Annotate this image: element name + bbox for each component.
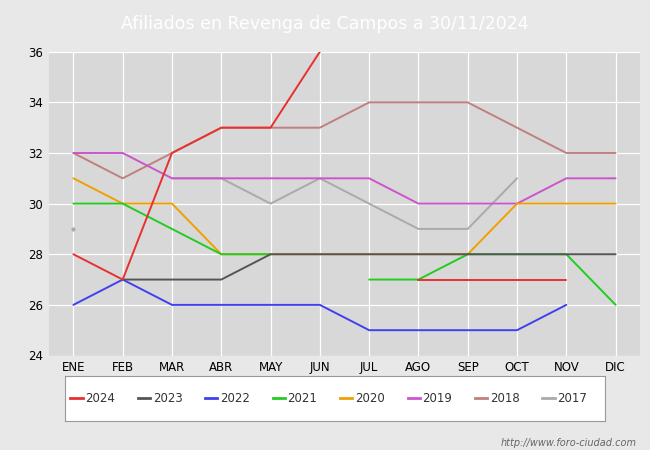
Text: 2021: 2021	[287, 392, 317, 405]
Text: 2020: 2020	[355, 392, 385, 405]
Text: 2024: 2024	[85, 392, 115, 405]
Text: 2019: 2019	[422, 392, 452, 405]
Text: 2022: 2022	[220, 392, 250, 405]
Text: 2018: 2018	[490, 392, 519, 405]
Text: 2017: 2017	[557, 392, 587, 405]
Text: 2023: 2023	[153, 392, 183, 405]
Text: Afiliados en Revenga de Campos a 30/11/2024: Afiliados en Revenga de Campos a 30/11/2…	[121, 14, 529, 33]
Text: http://www.foro-ciudad.com: http://www.foro-ciudad.com	[501, 438, 637, 448]
